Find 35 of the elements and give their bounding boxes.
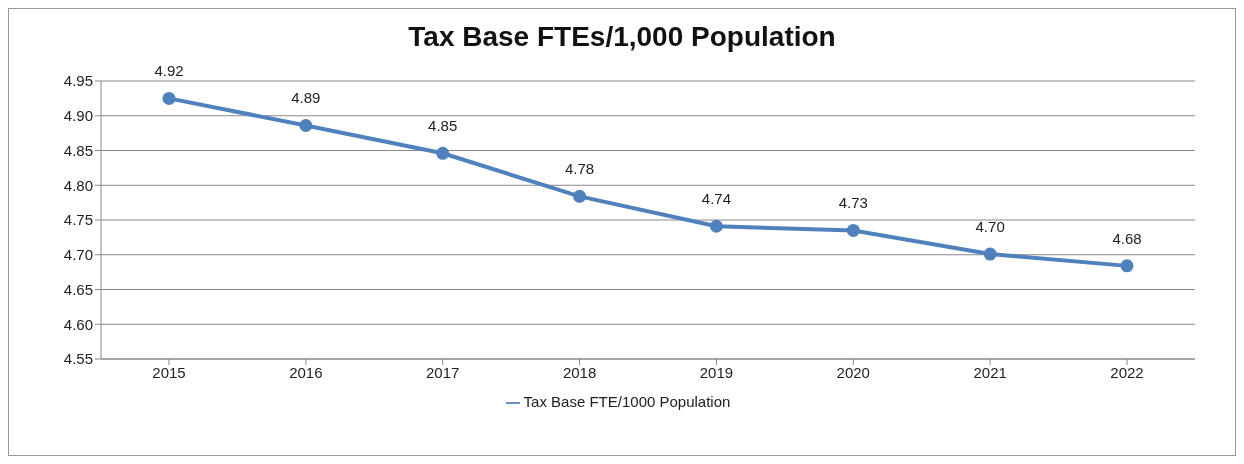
data-label: 4.78 bbox=[564, 160, 595, 178]
point bbox=[846, 223, 860, 237]
data-label: 4.70 bbox=[975, 218, 1005, 236]
point bbox=[709, 219, 723, 233]
point bbox=[573, 189, 587, 203]
x-tick-label: 2017 bbox=[426, 363, 460, 381]
x-tick-label: 2018 bbox=[562, 363, 597, 381]
data-label: 4.85 bbox=[428, 117, 458, 135]
y-tick-label: 4.85 bbox=[63, 141, 93, 159]
x-tick-label: 2021 bbox=[973, 363, 1007, 381]
y-tick-label: 4.75 bbox=[63, 211, 93, 229]
x-tick-label: 2016 bbox=[289, 363, 323, 381]
point bbox=[162, 91, 176, 105]
y-tick-label: 4.95 bbox=[63, 72, 93, 90]
y-tick-label: 4.80 bbox=[63, 176, 93, 194]
y-tick-label: 4.65 bbox=[63, 280, 93, 298]
point bbox=[983, 247, 997, 261]
point bbox=[436, 146, 450, 160]
x-tick-label: 2022 bbox=[1110, 363, 1144, 381]
x-tick-label: 2019 bbox=[699, 363, 734, 381]
legend-label: Tax Base FTE/1000 Population bbox=[523, 393, 731, 410]
point bbox=[1120, 259, 1134, 273]
x-tick-label: 2020 bbox=[836, 363, 870, 381]
point bbox=[299, 118, 313, 132]
y-tick-label: 4.55 bbox=[63, 350, 93, 368]
y-tick-label: 4.70 bbox=[63, 246, 93, 264]
y-tick-label: 4.90 bbox=[63, 107, 93, 125]
data-label: 4.89 bbox=[291, 89, 321, 107]
y-tick-label: 4.60 bbox=[63, 315, 93, 333]
x-tick-label: 2015 bbox=[152, 363, 186, 381]
data-label: 4.68 bbox=[1112, 229, 1142, 247]
data-label: 4.73 bbox=[838, 194, 868, 212]
data-label: 4.74 bbox=[701, 190, 732, 208]
data-label: 4.92 bbox=[154, 62, 184, 80]
chart-title: Tax Base FTEs/1,000 Population bbox=[407, 20, 837, 53]
